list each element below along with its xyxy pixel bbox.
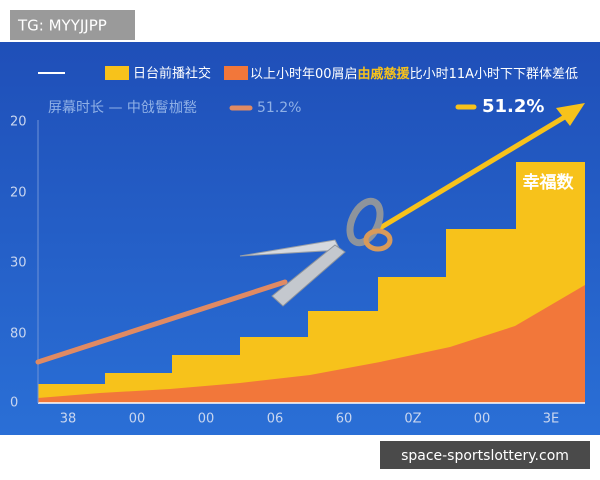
legend-text: 以上小时年00屑启由戚慈援比小时11A小时下下群体差低: [250, 66, 578, 82]
subtitle: 屏幕时长 — 中戗鬙枷甃: [48, 100, 197, 116]
legend-swatch: [105, 66, 129, 80]
x-label: 60: [336, 412, 353, 427]
x-label: 0Z: [404, 412, 421, 427]
legend-part: 由戚慈援: [358, 66, 411, 82]
arrow-line: [377, 112, 571, 231]
legend-text: 日台前播社交: [133, 66, 211, 82]
line-label: 51.2%: [257, 100, 301, 116]
trend-line: [35, 279, 288, 365]
x-label: 06: [267, 412, 284, 427]
watermark: space-sportslottery.com: [401, 448, 569, 464]
x-label: 38: [60, 412, 77, 427]
x-label: 3E: [543, 412, 560, 427]
y-label: 0: [10, 396, 18, 411]
watermark-box: [380, 441, 590, 469]
legend-swatch: [224, 66, 248, 80]
y-label: 20: [10, 115, 27, 130]
x-label: 00: [474, 412, 491, 427]
x-label: 00: [198, 412, 215, 427]
tag: TG: MYYJJPP: [17, 17, 107, 35]
x-label: 00: [129, 412, 146, 427]
y-label: 20: [10, 186, 27, 201]
orange-area: [38, 285, 585, 403]
badge: 幸福数: [523, 172, 575, 193]
step-area: [38, 162, 585, 403]
arrow-head: [556, 103, 585, 126]
legend-part: 以上小时年00屑启: [250, 67, 358, 82]
tag-box: [10, 10, 135, 40]
y-label: 30: [10, 256, 27, 271]
line-label: 51.2%: [482, 96, 544, 117]
y-label: 80: [10, 327, 27, 342]
legend-part: 比小时11A小时下下群体差低: [410, 67, 578, 82]
scissors: [239, 197, 393, 307]
